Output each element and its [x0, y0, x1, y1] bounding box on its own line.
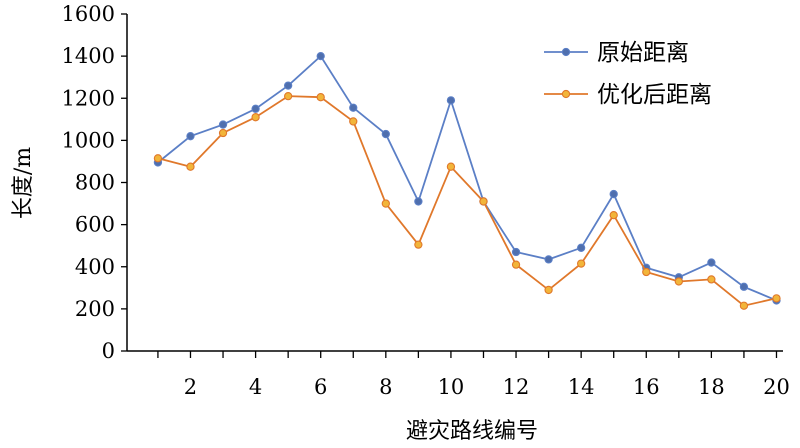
data-point [251, 113, 260, 122]
x-tick-label: 14 [568, 375, 595, 399]
data-point [544, 255, 553, 264]
y-tick-label: 400 [75, 255, 115, 279]
data-point [642, 267, 651, 277]
y-axis-title: 长度/m [11, 147, 36, 219]
series-line [157, 54, 777, 302]
y-tick-label: 800 [75, 171, 115, 195]
y-tick-label: 1200 [62, 86, 115, 110]
data-point [218, 128, 228, 138]
series-1 [153, 51, 781, 305]
data-point [349, 103, 358, 112]
data-point [251, 104, 260, 113]
data-point [153, 154, 163, 163]
series-layer [153, 51, 781, 310]
y-tick-label: 600 [75, 213, 115, 237]
x-tick-label: 20 [763, 375, 790, 399]
data-point [739, 301, 749, 310]
data-point [609, 210, 618, 220]
y-tick-label: 1600 [62, 2, 115, 26]
legend-label: 原始距离 [597, 40, 689, 66]
x-tick-label: 2 [184, 375, 197, 399]
data-point [381, 199, 390, 208]
y-tick-label: 1400 [62, 44, 115, 68]
data-point [544, 285, 553, 295]
data-point [414, 240, 423, 249]
x-tick-label: 12 [503, 375, 530, 399]
data-point [674, 277, 683, 286]
data-point [577, 243, 586, 252]
y-axis-ticks: 0 200 400 600 800 1000 1200 1400 1600 [62, 2, 127, 363]
data-point [511, 260, 521, 269]
data-point [186, 162, 195, 171]
x-tick-label: 16 [633, 375, 660, 399]
data-point [609, 189, 618, 199]
data-point [577, 259, 586, 268]
data-point [284, 91, 293, 101]
y-tick-label: 200 [75, 297, 115, 321]
data-point [349, 117, 358, 126]
data-point [511, 247, 521, 257]
data-point [218, 120, 228, 129]
legend-swatch-marker [561, 89, 571, 99]
y-tick-label: 1000 [62, 128, 115, 152]
data-point [316, 93, 325, 102]
data-point [479, 197, 488, 206]
x-tick-label: 4 [249, 375, 262, 399]
x-tick-label: 6 [314, 375, 327, 399]
data-point [284, 81, 293, 90]
series-2 [153, 91, 781, 310]
data-point [739, 282, 749, 291]
data-point [707, 275, 716, 284]
data-point [707, 258, 716, 267]
data-point [446, 96, 456, 105]
legend-swatch-marker [561, 47, 571, 57]
data-point [414, 197, 423, 206]
data-point [446, 162, 456, 171]
y-tick-label: 0 [102, 339, 115, 363]
data-point [772, 294, 781, 303]
data-point [381, 129, 390, 139]
x-tick-label: 10 [438, 375, 465, 399]
series-line [157, 95, 777, 307]
x-axis-ticks: 2 4 6 8 10 12 14 16 18 20 [157, 351, 790, 399]
x-tick-label: 8 [379, 375, 392, 399]
data-point [316, 51, 325, 61]
x-axis-title: 避灾路线编号 [406, 419, 538, 444]
x-tick-label: 18 [698, 375, 725, 399]
legend-label: 优化后距离 [597, 82, 712, 108]
data-point [186, 132, 195, 141]
